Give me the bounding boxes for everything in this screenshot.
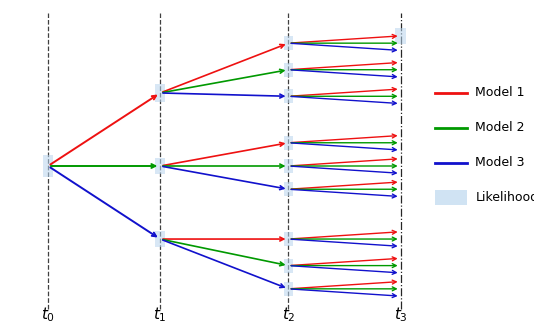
FancyBboxPatch shape xyxy=(284,259,293,273)
FancyBboxPatch shape xyxy=(155,231,165,247)
Text: Model 2: Model 2 xyxy=(475,121,525,134)
Text: $t_{3}$: $t_{3}$ xyxy=(394,305,407,324)
FancyBboxPatch shape xyxy=(284,282,293,296)
FancyBboxPatch shape xyxy=(435,190,467,205)
Text: $t_{0}$: $t_{0}$ xyxy=(41,305,55,324)
Text: $t_{2}$: $t_{2}$ xyxy=(281,305,295,324)
Text: Likelihood: Likelihood xyxy=(475,191,534,204)
FancyBboxPatch shape xyxy=(284,136,293,150)
FancyBboxPatch shape xyxy=(43,155,53,177)
FancyBboxPatch shape xyxy=(284,89,293,103)
Text: Model 1: Model 1 xyxy=(475,86,525,100)
FancyBboxPatch shape xyxy=(284,182,293,196)
Text: Model 3: Model 3 xyxy=(475,156,525,169)
FancyBboxPatch shape xyxy=(284,159,293,173)
FancyBboxPatch shape xyxy=(395,28,406,44)
FancyBboxPatch shape xyxy=(284,36,293,50)
FancyBboxPatch shape xyxy=(284,232,293,246)
FancyBboxPatch shape xyxy=(155,84,165,102)
FancyBboxPatch shape xyxy=(155,158,165,174)
Text: $t_{1}$: $t_{1}$ xyxy=(153,305,167,324)
FancyBboxPatch shape xyxy=(284,63,293,77)
